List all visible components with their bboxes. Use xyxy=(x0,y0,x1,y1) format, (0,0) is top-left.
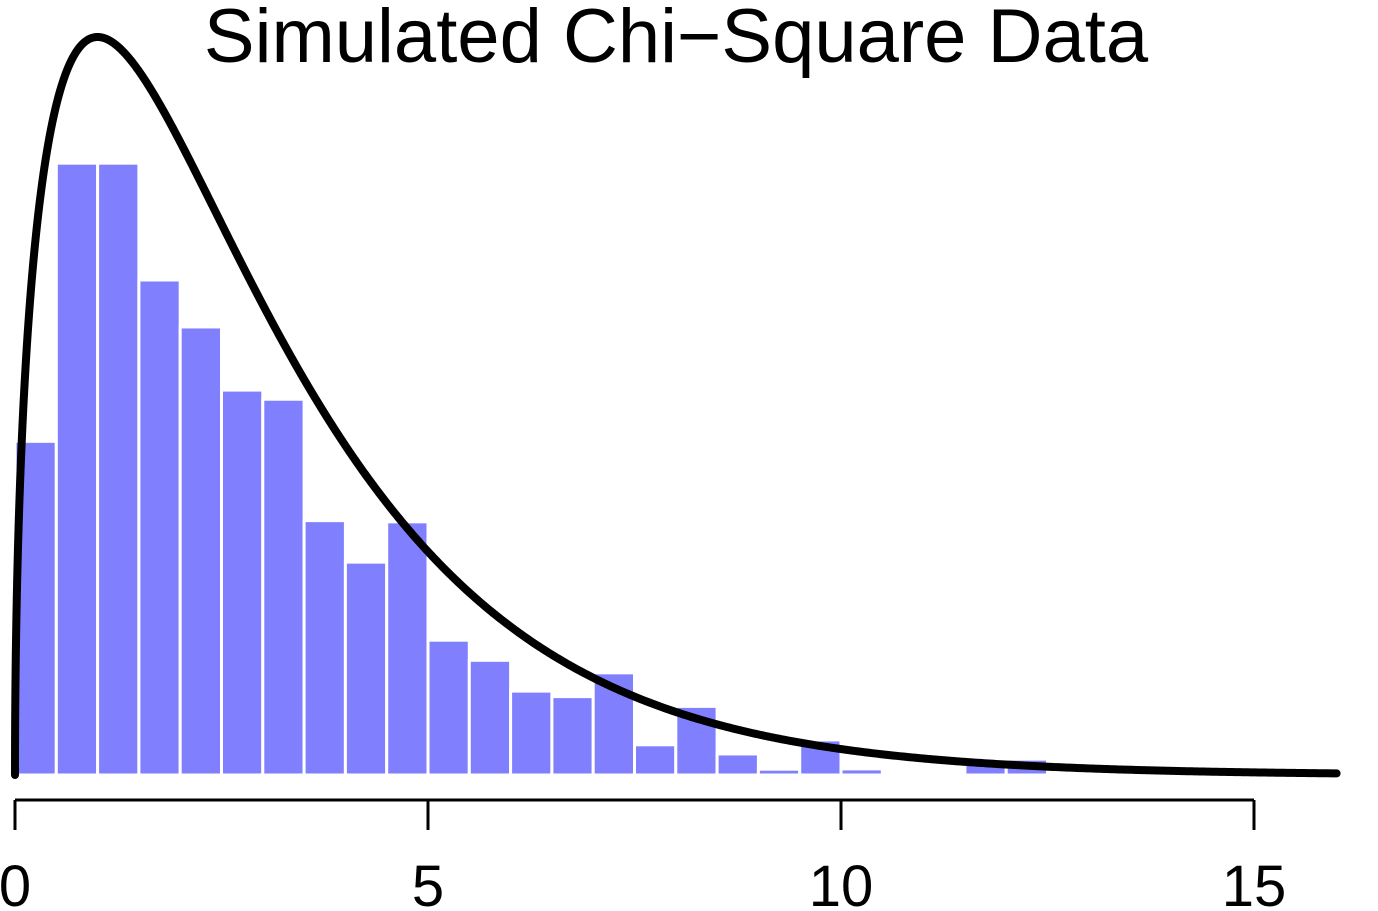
histogram-bar xyxy=(426,638,471,777)
histogram-bar xyxy=(633,743,678,777)
x-axis: 0 5 10 15 xyxy=(0,798,1287,911)
x-tick-label: 10 xyxy=(809,854,874,911)
histogram-bar xyxy=(385,520,430,777)
histogram-bar xyxy=(343,560,389,777)
histogram-bar xyxy=(509,689,554,777)
histogram-bar xyxy=(96,161,141,777)
histogram-bar xyxy=(756,767,802,777)
x-tick-label: 0 xyxy=(0,854,31,911)
histogram-bar xyxy=(1335,772,1378,777)
histogram-bar xyxy=(715,752,760,777)
chart-title: Simulated Chi−Square Data xyxy=(203,0,1149,79)
histogram-bar xyxy=(220,388,265,777)
density-curve xyxy=(11,32,1341,779)
histogram-bar xyxy=(137,278,182,777)
x-tick-label: 15 xyxy=(1222,854,1287,911)
histogram-bar xyxy=(839,767,884,777)
histogram-bar xyxy=(261,397,306,777)
x-tick-label: 5 xyxy=(412,854,444,911)
histogram-bar xyxy=(178,325,223,777)
histogram-bar xyxy=(54,161,100,777)
histogram-bar xyxy=(302,519,347,777)
histogram-bars xyxy=(13,161,1378,777)
histogram-bar xyxy=(550,695,595,777)
histogram-bar xyxy=(467,658,513,777)
